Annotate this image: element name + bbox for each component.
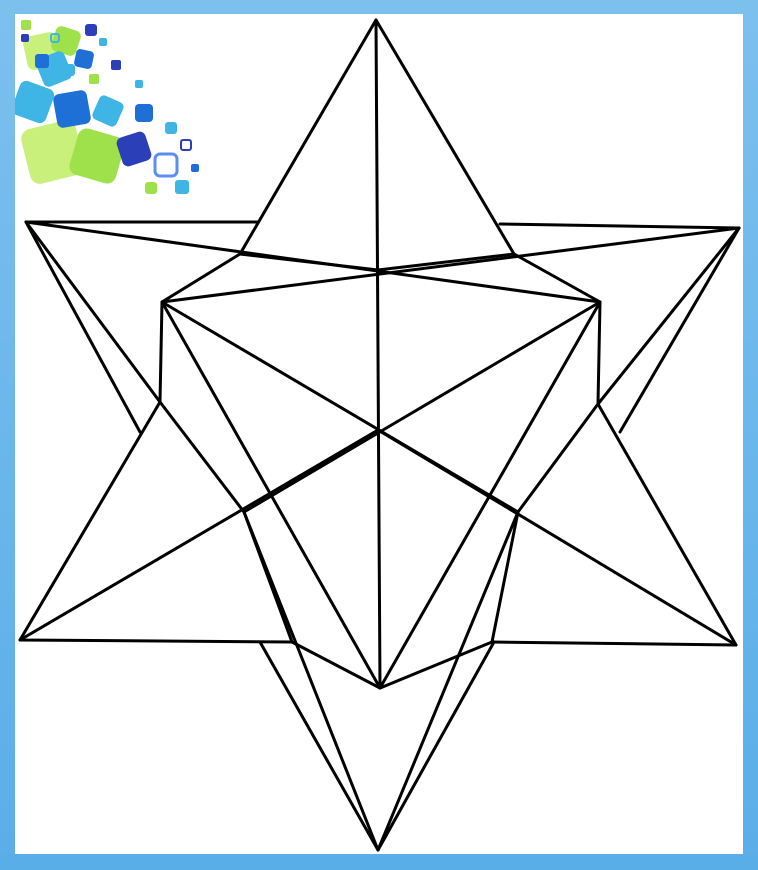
right-flank-lower [378, 300, 602, 690]
bottom-left-edge [242, 510, 380, 852]
diag-b [242, 300, 602, 514]
vertical-axis [374, 18, 382, 690]
left-flank-upper [24, 220, 162, 404]
lower-left-spike [18, 400, 294, 644]
top-right-edge [376, 252, 516, 272]
lower-right-spike [490, 402, 738, 647]
drawing-canvas [15, 14, 743, 854]
upper-left-spike [24, 220, 260, 434]
bottom-right-edge [376, 510, 520, 852]
top-left-edge [238, 252, 380, 272]
upper-crossing-right [160, 226, 741, 304]
cube-cluster-decoration-bottom-left [15, 33, 199, 194]
right-spoke [376, 428, 738, 647]
left-spoke [18, 428, 380, 642]
bottom-spike [258, 640, 496, 852]
star-polyhedron-diagram [18, 18, 741, 852]
left-flank-lower [160, 300, 382, 690]
right-flank-upper [596, 226, 741, 406]
